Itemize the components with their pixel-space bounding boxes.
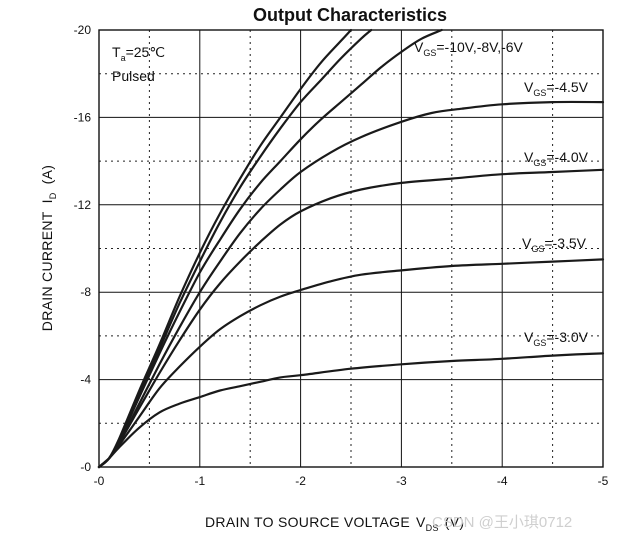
- curves: [97, 28, 605, 469]
- y-tick-label: -8: [80, 285, 91, 299]
- x-axis-label: DRAIN TO SOURCE VOLTAGE VDS (V): [205, 514, 464, 533]
- tick-labels: -0 -1 -2 -3 -4 -5 -0 -4 -8 -12 -16 -20: [74, 23, 609, 488]
- curve-label-vgs-10-8-6: VGS=-10V,-8V,-6V: [414, 39, 524, 58]
- series-line-0: [97, 28, 353, 469]
- curve-label-vgs-4-5: VGS=-4.5V: [524, 79, 589, 98]
- y-tick-label: -0: [80, 460, 91, 474]
- series-line-2: [97, 28, 443, 469]
- x-tick-label: -4: [497, 474, 508, 488]
- curve-label-vgs-4-0: VGS=-4.0V: [524, 149, 589, 168]
- x-tick-label: -5: [598, 474, 609, 488]
- pulsed-annotation: Pulsed: [112, 68, 155, 84]
- series-line-3: [97, 100, 605, 469]
- watermark: CSDN @王小琪0712: [432, 514, 572, 531]
- x-tick-label: -3: [396, 474, 407, 488]
- y-tick-label: -12: [74, 198, 92, 212]
- y-tick-label: -16: [74, 110, 92, 124]
- y-axis-label: DRAIN CURRENTID(A): [39, 165, 58, 331]
- temperature-annotation: Ta=25℃: [112, 44, 165, 63]
- curve-label-vgs-3-5: VGS=-3.5V: [522, 235, 587, 254]
- series-line-6: [97, 352, 605, 469]
- x-tick-label: -1: [194, 474, 205, 488]
- curve-label-vgs-3-0: VGS=-3.0V: [524, 329, 589, 348]
- grid: [98, 29, 604, 468]
- x-tick-label: -0: [94, 474, 105, 488]
- x-tick-label: -2: [295, 474, 306, 488]
- chart-title: Output Characteristics: [253, 5, 447, 25]
- series-line-5: [97, 258, 605, 469]
- y-tick-label: -20: [74, 23, 92, 37]
- y-tick-label: -4: [80, 373, 91, 387]
- series-line-4: [97, 168, 605, 469]
